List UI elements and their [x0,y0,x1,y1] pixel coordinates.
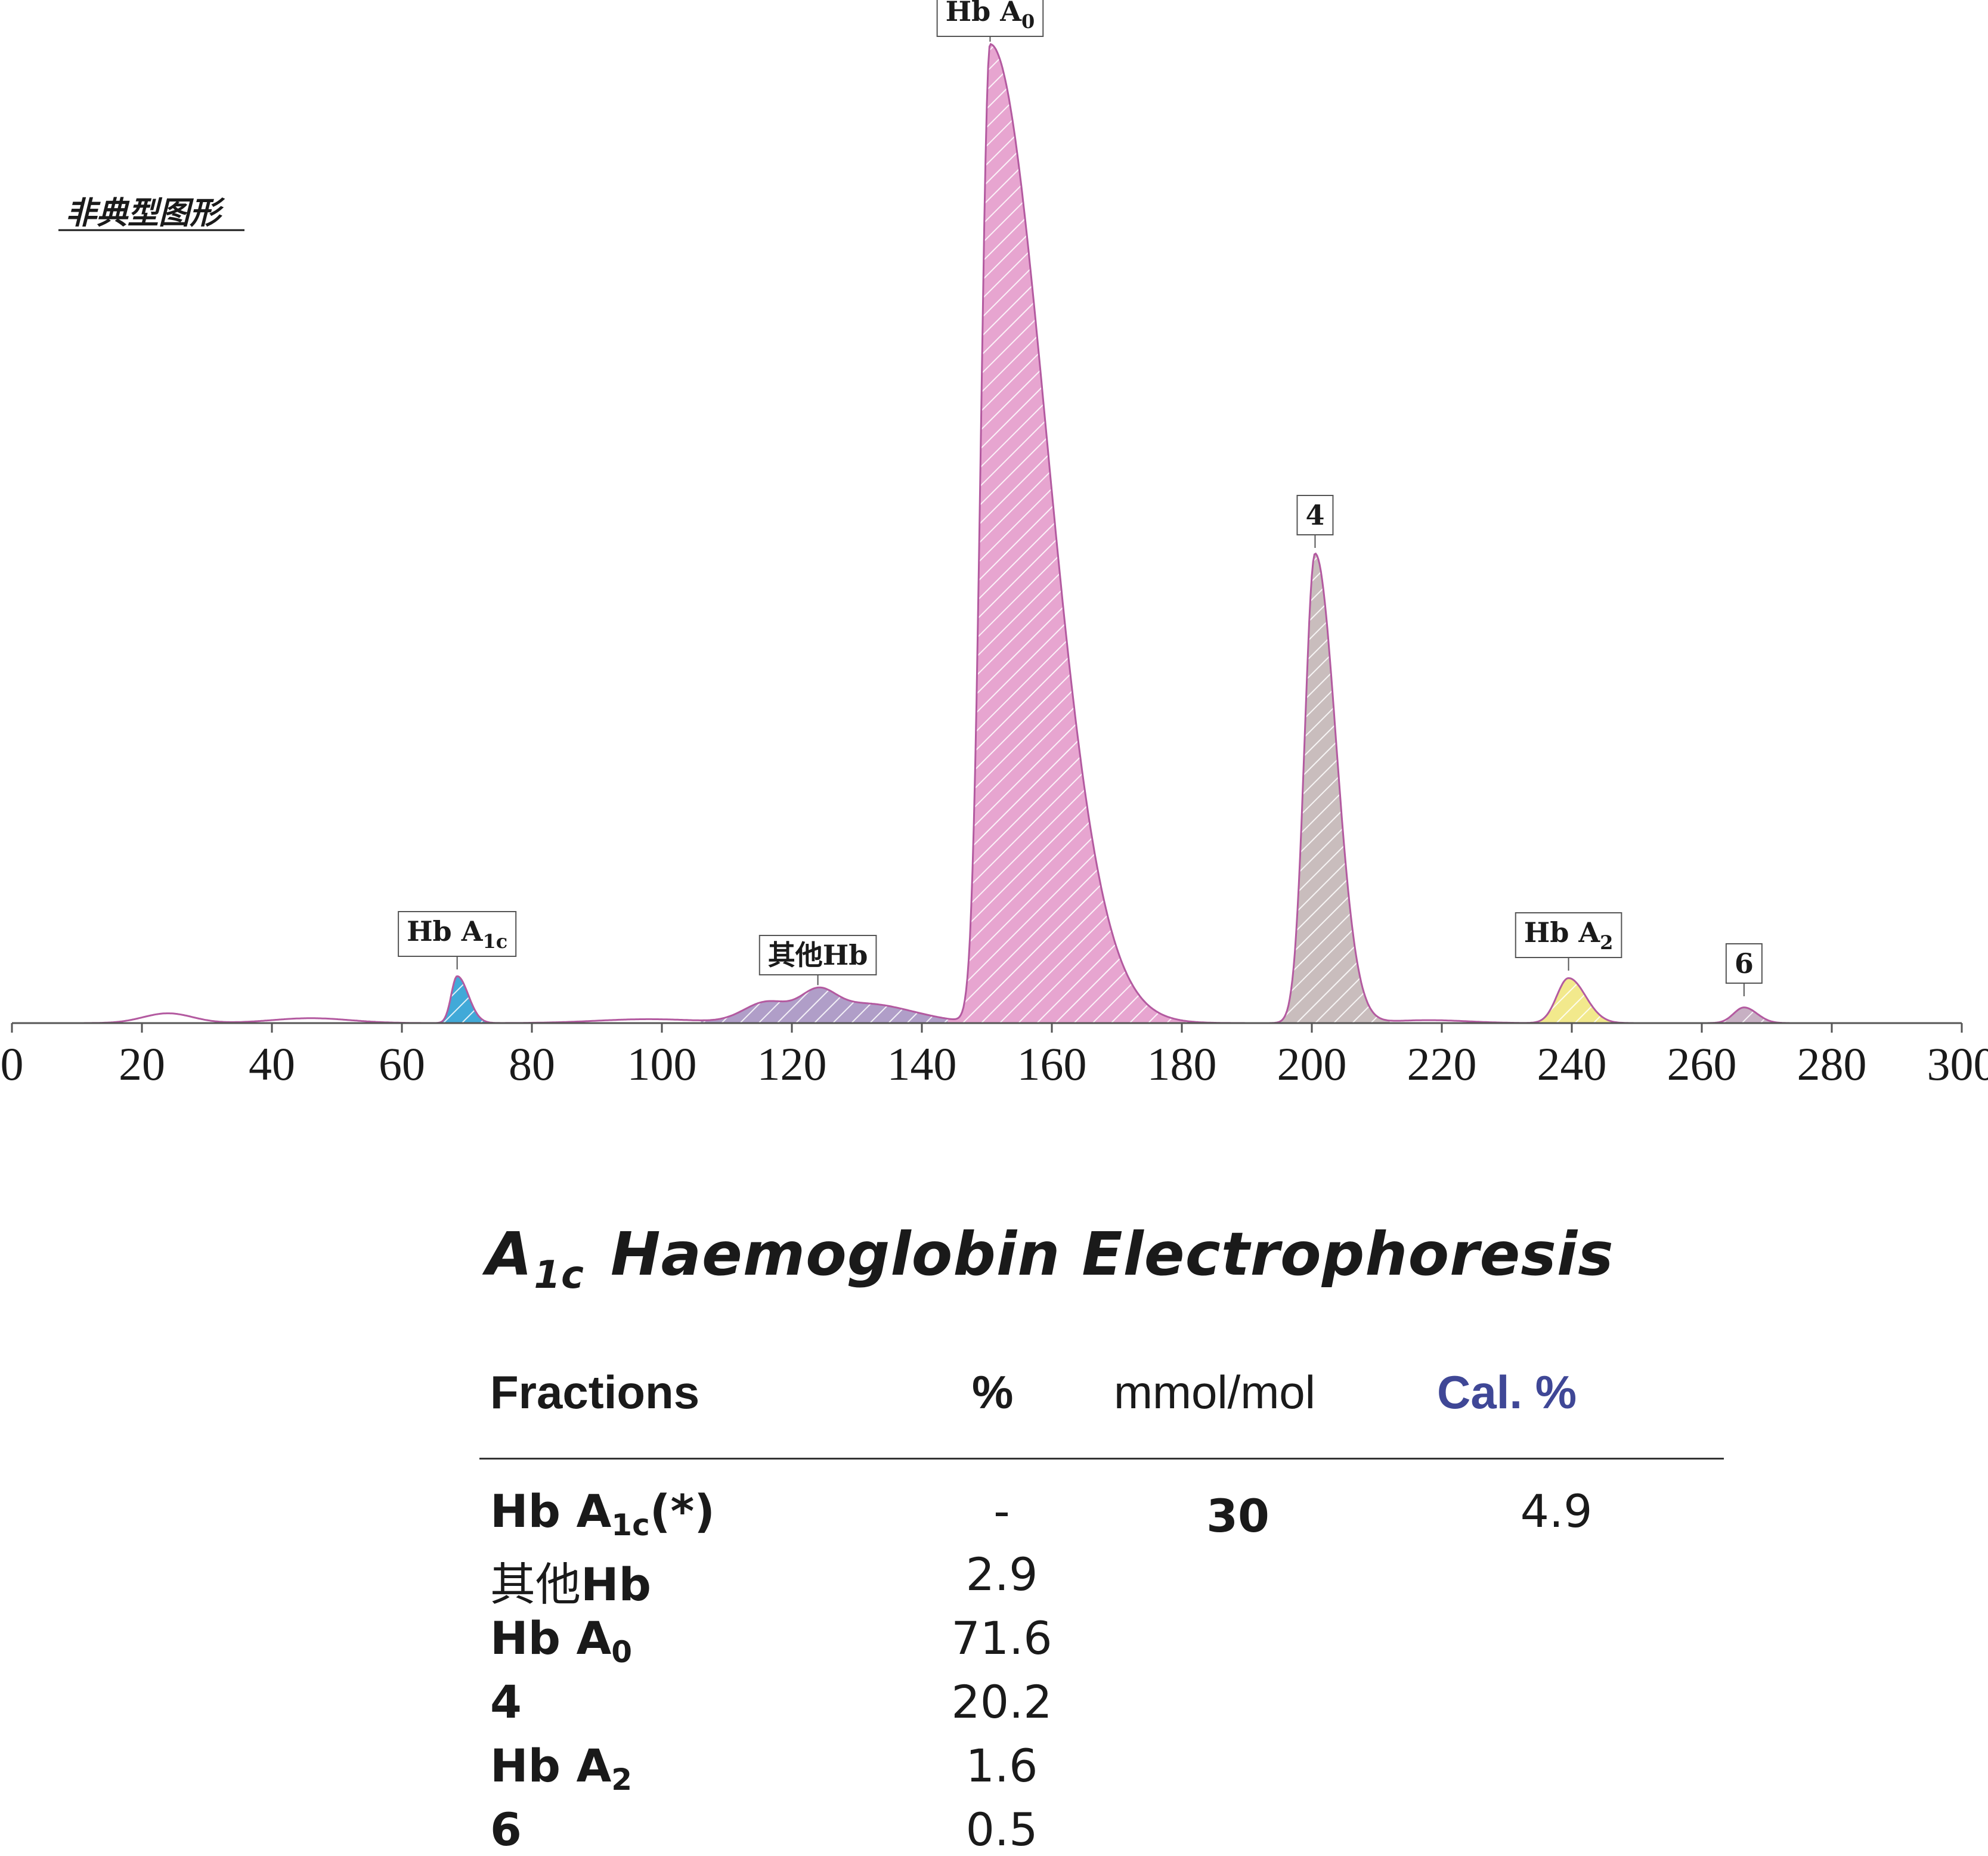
x-tick-label: 180 [1147,1038,1217,1090]
x-tick-label: 300 [1927,1038,1988,1090]
fraction-percent: - [912,1485,1091,1538]
fraction-mmol: 30 [1148,1489,1327,1542]
svg-text:4: 4 [1305,499,1324,531]
x-tick-label: 0 [1,1038,24,1090]
svg-text:其他Hb: 其他Hb [768,939,868,971]
peak-hatch [1526,978,1624,1023]
x-tick-label: 20 [119,1038,165,1090]
header-divider [479,1458,1724,1460]
fraction-name: 4 [490,1675,522,1728]
fraction-name: Hb A1c(*) [490,1485,715,1542]
x-tick-label: 60 [379,1038,425,1090]
peak-hatch [948,44,1221,1023]
fraction-percent: 1.6 [912,1739,1091,1792]
peak-label: Hb A1c [398,912,516,969]
x-tick-label: 160 [1017,1038,1087,1090]
svg-text:Hb A2: Hb A2 [1524,916,1614,954]
header-percent: % [972,1365,1013,1420]
atypical-pattern-annotation: 非典型图形 [66,195,225,231]
x-tick-label: 140 [887,1038,957,1090]
fraction-name: Hb A0 [490,1612,632,1669]
header-mmol: mmol/mol [1114,1365,1315,1420]
fraction-name: 其他Hb [490,1548,651,1613]
x-tick-label: 200 [1277,1038,1347,1090]
peak-hatch [701,987,947,1023]
fraction-percent: 2.9 [912,1548,1091,1601]
x-tick-label: 240 [1537,1038,1607,1090]
peak-hatch [395,976,525,1023]
fraction-cal: 4.9 [1467,1485,1646,1538]
x-tick-label: 260 [1667,1038,1737,1090]
header-cal: Cal. % [1437,1365,1577,1420]
x-tick-label: 100 [627,1038,697,1090]
x-tick-label: 220 [1407,1038,1477,1090]
peak-areas [395,44,1780,1023]
fraction-percent: 71.6 [912,1612,1091,1665]
x-tick-label: 280 [1797,1038,1867,1090]
peak-label: Hb A2 [1516,913,1622,971]
fraction-name: Hb A2 [490,1739,632,1797]
x-tick-label: 80 [509,1038,555,1090]
x-axis: 0 20 40 60 80 100 120 140 160 180 200 220 240 260 280 3… [1,1023,1988,1090]
peak-label: Hb A0 [937,0,1043,42]
x-tick-label: 120 [757,1038,827,1090]
peak-label: 4 [1297,495,1333,548]
peak-hatch [1267,554,1390,1023]
svg-text:6: 6 [1735,947,1754,980]
header-fractions: Fractions [490,1365,699,1420]
electrophoresis-chart: 0 20 40 60 80 100 120 140 160 180 200 220 240 260 280 3… [0,0,1988,1103]
x-tick-label: 40 [249,1038,295,1090]
fraction-percent: 20.2 [912,1675,1091,1728]
peak-label: 6 [1726,944,1762,996]
peak-label: 其他Hb [760,935,877,985]
